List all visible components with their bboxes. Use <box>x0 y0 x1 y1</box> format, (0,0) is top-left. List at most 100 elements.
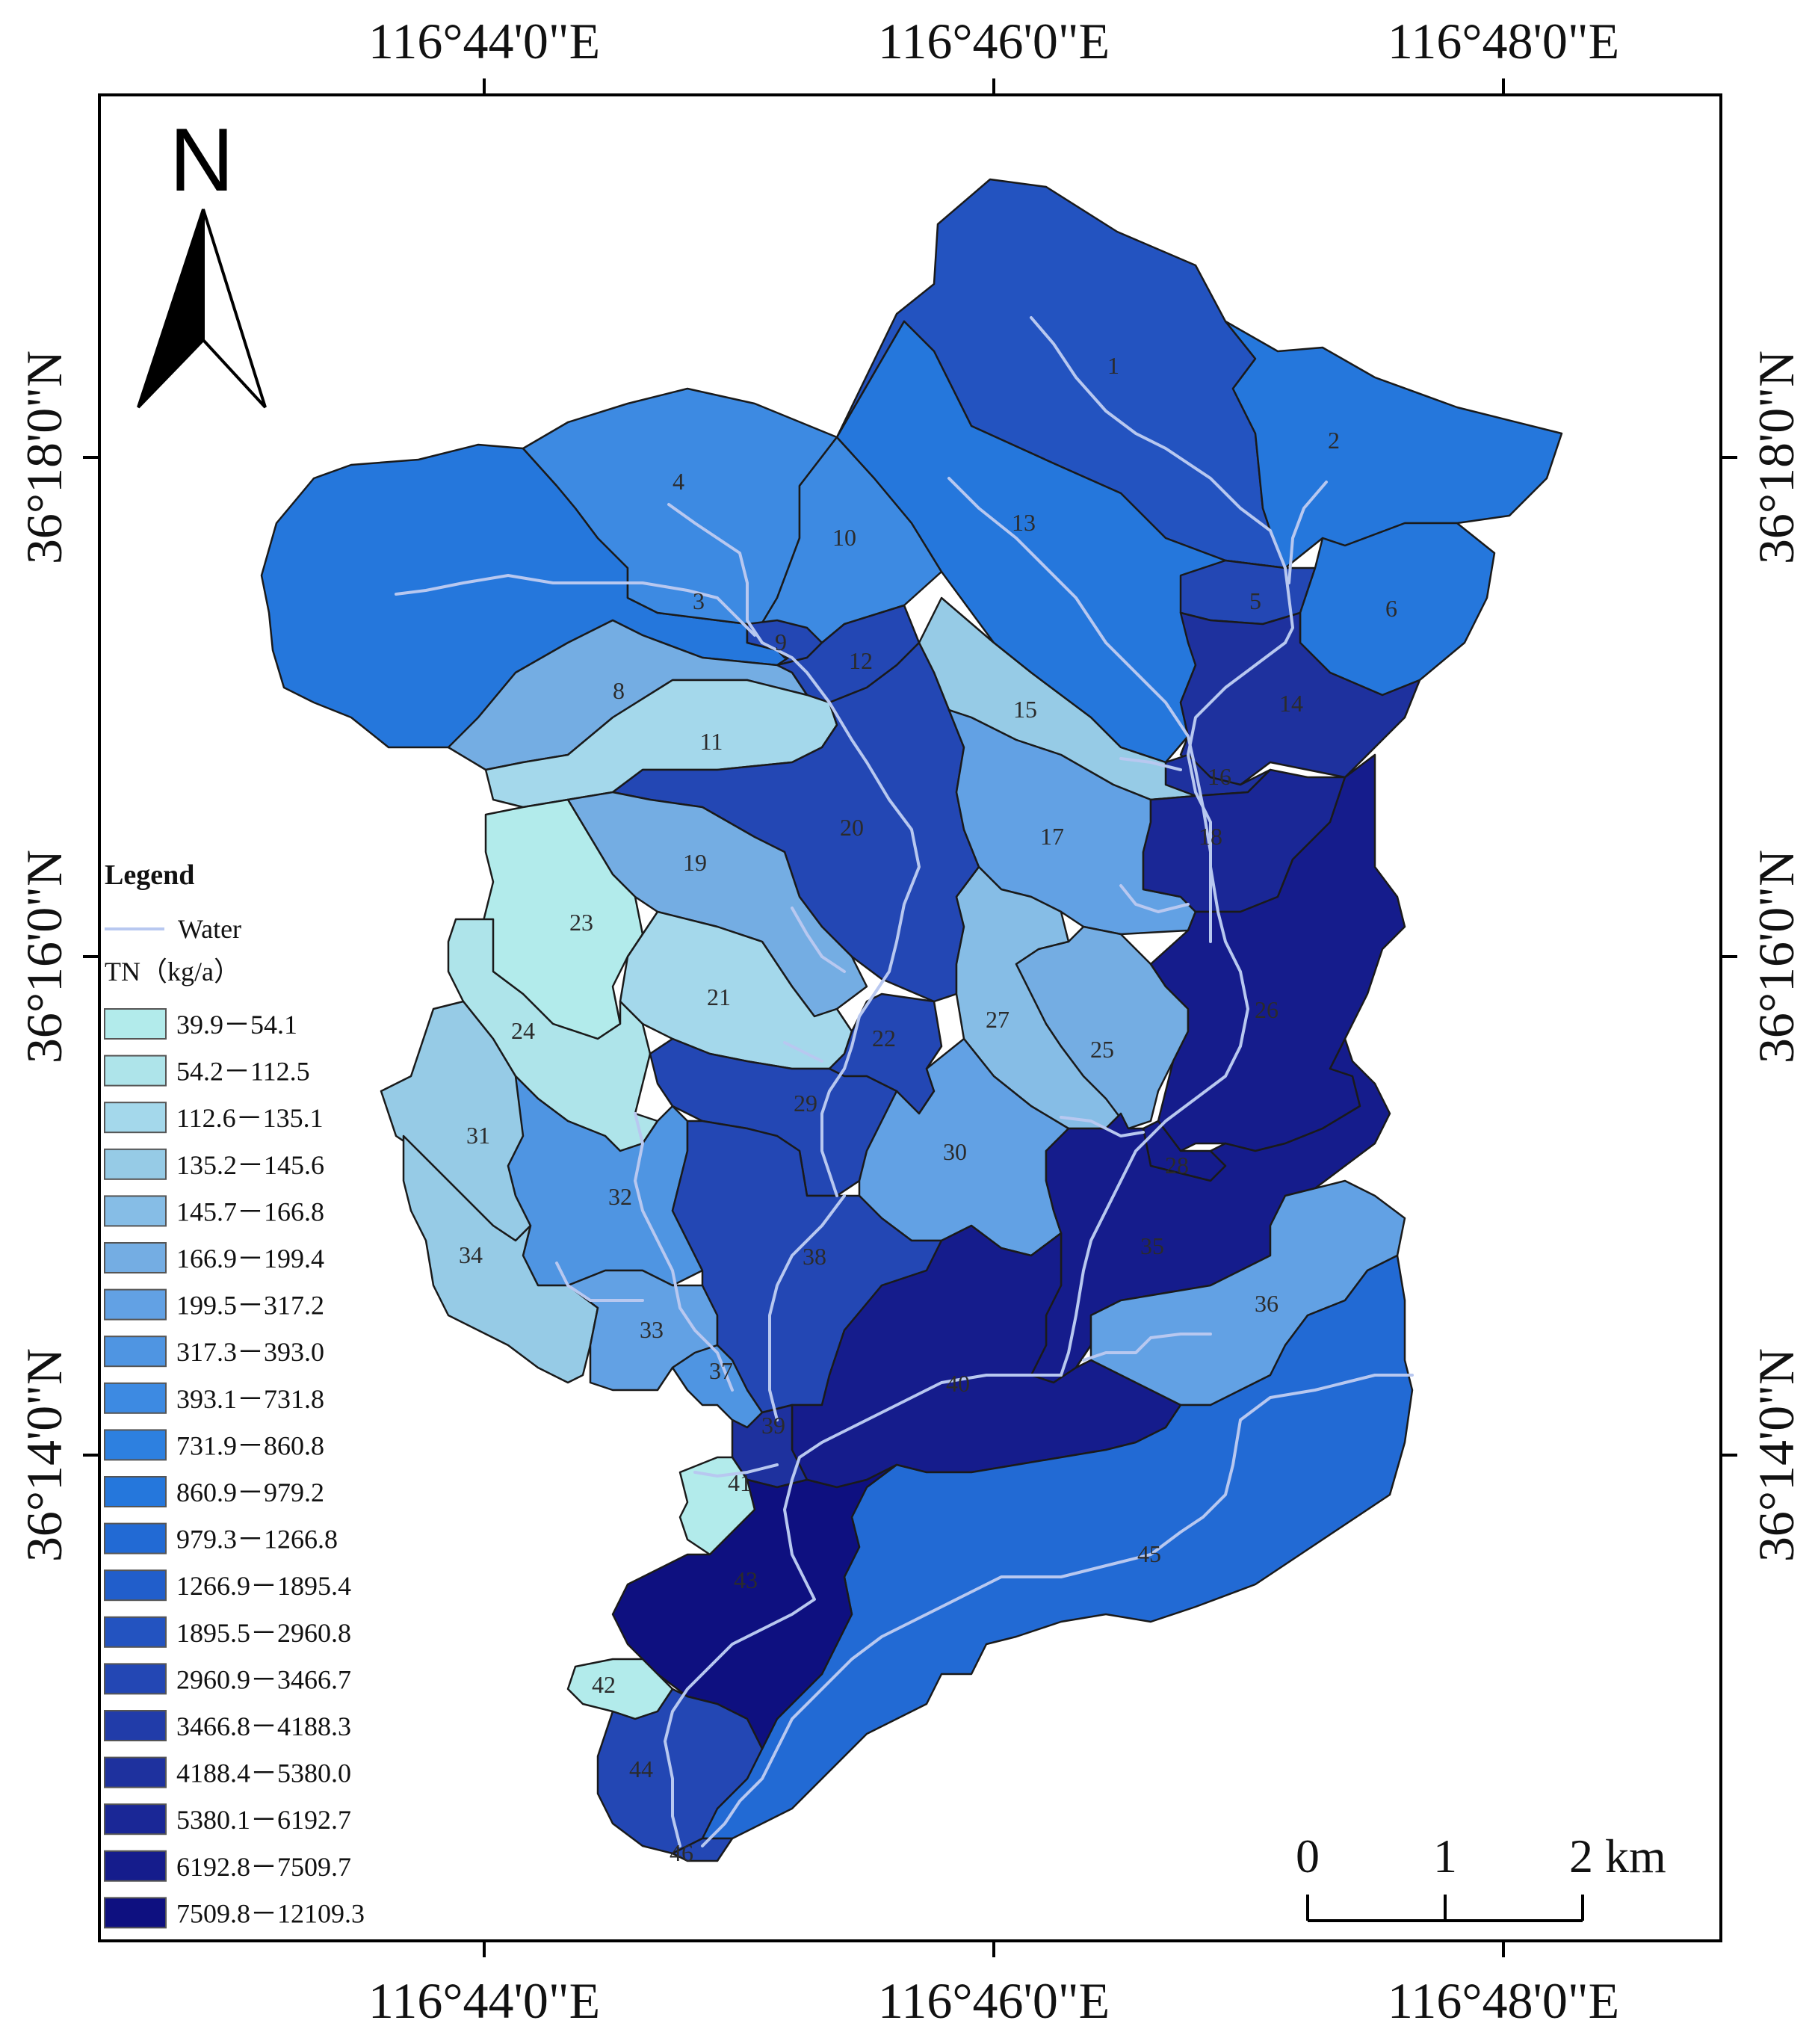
legend-swatch-14 <box>104 1616 167 1648</box>
basin-label-22: 22 <box>872 1025 896 1052</box>
basin-label-4: 4 <box>673 468 684 495</box>
legend-swatch-8 <box>104 1336 167 1368</box>
legend-swatch-12 <box>104 1522 167 1554</box>
legend-class-label-1: 39.9－54.1 <box>176 1010 297 1040</box>
basin-label-11: 11 <box>700 728 723 755</box>
basin-label-10: 10 <box>832 524 856 551</box>
legend-class-label-8: 317.3－393.0 <box>176 1337 324 1367</box>
latitude-labels-left: 36°18'0"N 36°16'0"N 36°14'0"N <box>16 351 72 1562</box>
scale-bar <box>1306 1895 1584 1922</box>
river-34 <box>555 1262 644 1302</box>
basin-label-20: 20 <box>840 814 864 841</box>
longitude-labels-top: 116°44'0"E 116°46'0"E 116°48'0"E <box>368 13 1619 70</box>
legend-swatch-5 <box>104 1195 167 1227</box>
frame-ticks <box>83 78 1737 1957</box>
lat-right-1: 36°18'0"N <box>1748 351 1805 564</box>
legend-class-label-5: 145.7－166.8 <box>176 1197 324 1226</box>
basin-label-43: 43 <box>734 1566 758 1593</box>
legend-swatch-13 <box>104 1569 167 1602</box>
north-arrow: N <box>137 110 267 409</box>
legend-swatch-1 <box>104 1008 167 1040</box>
river-2 <box>1287 481 1328 584</box>
north-arrow-right-icon <box>202 209 267 409</box>
lat-right-2: 36°16'0"N <box>1748 850 1805 1063</box>
legend-class-label-20: 7509.8－12109.3 <box>176 1898 365 1928</box>
river-3 <box>395 574 756 637</box>
basin-label-29: 29 <box>794 1090 817 1117</box>
basin-46[interactable] <box>671 1837 734 1862</box>
basin-label-15: 15 <box>1013 696 1037 723</box>
river-4 <box>667 503 764 644</box>
legend-class-label-6: 166.9－199.4 <box>176 1244 324 1273</box>
basin-label-32: 32 <box>608 1183 632 1210</box>
basin-label-9: 9 <box>775 629 787 655</box>
legend-class-label-12: 979.3－1266.8 <box>176 1525 338 1554</box>
legend-class-label-11: 860.9－979.2 <box>176 1478 324 1507</box>
basin-label-28: 28 <box>1165 1152 1189 1179</box>
north-label: N <box>170 110 235 210</box>
river-15 <box>1119 757 1182 771</box>
basin-14[interactable] <box>1179 611 1421 786</box>
basin-19[interactable] <box>566 791 868 1018</box>
basin-label-2: 2 <box>1328 427 1340 454</box>
lon-top-2: 116°46'0"E <box>878 13 1110 70</box>
basin-label-42: 42 <box>592 1671 616 1698</box>
legend-swatch-7 <box>104 1288 167 1321</box>
basin-label-21: 21 <box>707 984 731 1010</box>
basin-label-36: 36 <box>1255 1290 1279 1317</box>
legend-swatch-16 <box>104 1710 167 1741</box>
river-main-upper <box>761 641 921 1197</box>
latitude-labels-right: 36°18'0"N 36°16'0"N 36°14'0"N <box>1748 351 1805 1562</box>
legend-swatch-6 <box>104 1242 167 1273</box>
lon-top-3: 116°48'0"E <box>1388 13 1619 70</box>
legend-swatch-11 <box>104 1476 167 1507</box>
legend-swatch-15 <box>104 1663 167 1695</box>
river-17 <box>1119 884 1190 913</box>
basin-label-35: 35 <box>1140 1232 1164 1259</box>
basin-label-6: 6 <box>1385 595 1397 622</box>
basin-label-34: 34 <box>459 1241 483 1268</box>
basin-label-23: 23 <box>569 909 593 936</box>
basin-label-18: 18 <box>1199 823 1222 850</box>
lat-left-3: 36°14'0"N <box>16 1348 72 1562</box>
basin-label-16: 16 <box>1208 763 1231 790</box>
legend-class-label-4: 135.2－145.6 <box>176 1150 324 1180</box>
river-19 <box>791 907 846 973</box>
legend-class-label-7: 199.5－317.2 <box>176 1291 324 1321</box>
basin-label-33: 33 <box>640 1316 664 1343</box>
basin-label-26: 26 <box>1255 996 1279 1023</box>
legend: Legend Water TN（kg/a） 39.9－54.1 54.2－112.… <box>104 859 365 1929</box>
legend-class-label-10: 731.9－860.8 <box>176 1430 324 1460</box>
legend-title: Legend <box>105 859 194 891</box>
lat-left-1: 36°18'0"N <box>16 351 72 564</box>
legend-swatch-10 <box>104 1429 167 1461</box>
legend-class-label-16: 3466.8－4188.3 <box>176 1711 351 1741</box>
lat-left-2: 36°16'0"N <box>16 850 72 1063</box>
basin-label-3: 3 <box>693 587 705 614</box>
river-38 <box>768 1194 846 1421</box>
legend-classes: 39.9－54.1 54.2－112.5 112.6－135.1 135.2－145.… <box>104 1008 365 1929</box>
legend-class-label-15: 2960.9－3466.7 <box>176 1664 351 1694</box>
basin-label-45: 45 <box>1137 1540 1161 1567</box>
basin-label-14: 14 <box>1279 690 1303 717</box>
basin-label-25: 25 <box>1090 1036 1114 1063</box>
basin-labels: 1 2 3 4 5 6 8 9 10 11 12 13 14 15 16 17 … <box>459 352 1397 1866</box>
legend-water-label: Water <box>178 914 241 944</box>
lon-bottom-2: 116°46'0"E <box>878 1972 1110 2029</box>
river-33 <box>634 1112 734 1392</box>
legend-class-label-19: 6192.8－7509.7 <box>176 1852 351 1882</box>
river-main-lower <box>664 1374 1063 1847</box>
basin-label-17: 17 <box>1040 823 1064 850</box>
legend-tn-label: TN（kg/a） <box>105 957 241 987</box>
legend-swatch-2 <box>104 1055 167 1087</box>
basin-label-1: 1 <box>1107 352 1119 379</box>
legend-class-label-18: 5380.1－6192.7 <box>176 1805 351 1835</box>
scale-label-0: 0 <box>1296 1830 1320 1883</box>
basin-44[interactable] <box>596 1688 764 1855</box>
basin-43[interactable] <box>611 1463 898 1750</box>
legend-swatch-18 <box>104 1803 167 1835</box>
river-45 <box>701 1374 1414 1847</box>
river-mid <box>1060 641 1287 1377</box>
scale-label-2: 2 km <box>1569 1830 1666 1883</box>
